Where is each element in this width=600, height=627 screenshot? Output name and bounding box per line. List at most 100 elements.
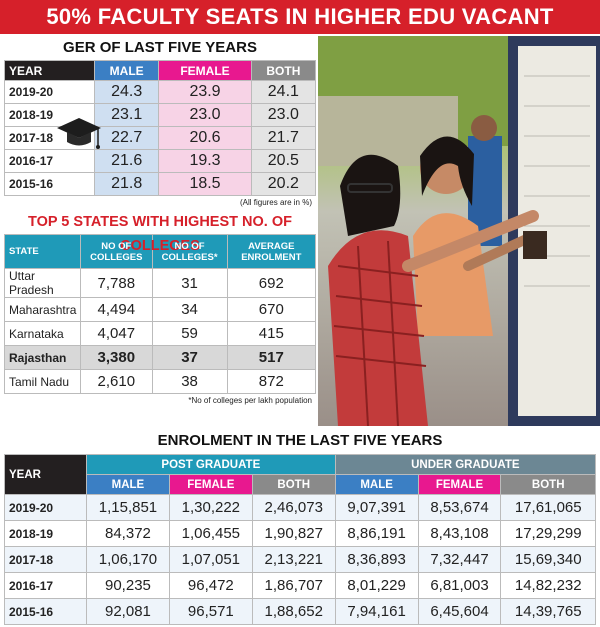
ger-male: 23.1 (94, 103, 160, 127)
pg-female: 96,571 (168, 598, 253, 625)
state-avg-enrolment: 872 (226, 369, 317, 394)
left-column: GER OF LAST FIVE YEARS YEAR MALE FEMALE … (3, 36, 317, 408)
enrolment-header-ug-both: BOTH (500, 474, 596, 495)
enrolment-year: 2017-18 (4, 546, 87, 573)
state-name: Tamil Nadu (3, 369, 82, 394)
pg-female: 1,07,051 (168, 546, 253, 573)
ger-year: 2019-20 (3, 80, 96, 104)
states-header-row: STATE NO OF COLLEGES NO OF COLLEGES* AVE… (3, 234, 317, 269)
ger-title: GER OF LAST FIVE YEARS (63, 39, 257, 56)
pg-male: 84,372 (86, 520, 170, 547)
ger-male: 21.8 (94, 172, 160, 196)
state-colleges-per-lakh: 34 (151, 297, 228, 322)
ug-both: 14,82,232 (500, 572, 596, 599)
pg-both: 2,13,221 (251, 546, 336, 573)
state-colleges: 2,610 (80, 369, 153, 394)
pg-male: 92,081 (86, 598, 170, 625)
table-row: 2019-20 1,15,851 1,30,222 2,46,073 9,07,… (4, 494, 596, 521)
pg-female: 1,06,455 (168, 520, 253, 547)
ug-both: 17,61,065 (500, 494, 596, 521)
state-name: Maharashtra (3, 297, 82, 322)
enrolment-header-row-2: MALE FEMALE BOTH MALE FEMALE BOTH (5, 474, 596, 495)
enrolment-year: 2019-20 (4, 494, 87, 521)
enrolment-header-ug-female: FEMALE (417, 474, 502, 495)
ger-table: YEAR MALE FEMALE BOTH 2019-20 24.3 23.9 … (3, 60, 317, 196)
pg-both: 1,88,652 (251, 598, 336, 625)
state-name: Karnataka (3, 321, 82, 346)
table-row: Maharashtra 4,494 34 670 (3, 297, 317, 322)
students-photo-illustration (318, 36, 600, 426)
ug-female: 8,53,674 (417, 494, 502, 521)
states-header-avg-enrolment: AVERAGE ENROLMENT (226, 234, 317, 269)
state-avg-enrolment: 692 (226, 268, 317, 298)
ger-header-female: FEMALE (158, 60, 252, 81)
ger-note: (All figures are in %) (239, 198, 312, 207)
state-colleges-per-lakh: 31 (151, 268, 228, 298)
ger-header-year: YEAR (3, 60, 96, 81)
ug-female: 8,43,108 (417, 520, 502, 547)
pg-male: 1,15,851 (86, 494, 170, 521)
enrolment-year: 2016-17 (4, 572, 87, 599)
ug-male: 8,01,229 (334, 572, 419, 599)
states-header-state: STATE (3, 234, 82, 269)
table-row: 2018-19 23.1 23.0 23.0 (3, 103, 317, 127)
table-row: Tamil Nadu 2,610 38 872 (3, 369, 317, 394)
enrolment-title: ENROLMENT IN THE LAST FIVE YEARS (157, 432, 443, 449)
state-avg-enrolment: 517 (226, 345, 317, 370)
ger-both: 20.2 (250, 172, 317, 196)
states-title: TOP 5 STATES WITH HIGHEST NO. OF COLLEGE… (28, 214, 292, 254)
enrolment-header-year: YEAR (4, 454, 87, 495)
ger-female: 19.3 (158, 149, 252, 173)
ug-both: 17,29,299 (500, 520, 596, 547)
ug-male: 8,86,191 (334, 520, 419, 547)
state-name: Rajasthan (3, 345, 82, 370)
state-avg-enrolment: 415 (226, 321, 317, 346)
table-row: 2016-17 90,235 96,472 1,86,707 8,01,229 … (4, 572, 596, 599)
state-colleges-per-lakh: 59 (151, 321, 228, 346)
ger-both: 23.0 (250, 103, 317, 127)
ger-female: 20.6 (158, 126, 252, 150)
state-colleges: 3,380 (80, 345, 153, 370)
pg-female: 1,30,222 (168, 494, 253, 521)
enrolment-header-pg-male: MALE (86, 474, 170, 495)
pg-male: 1,06,170 (86, 546, 170, 573)
enrolment-header-pg-both: BOTH (251, 474, 336, 495)
table-row: 2017-18 22.7 20.6 21.7 (3, 126, 317, 150)
ger-male: 21.6 (94, 149, 160, 173)
states-note: *No of colleges per lakh population (188, 396, 312, 405)
ger-female: 23.0 (158, 103, 252, 127)
state-colleges: 4,047 (80, 321, 153, 346)
enrolment-header-pg: POST GRADUATE (86, 454, 336, 475)
enrolment-table: YEAR POST GRADUATE UNDER GRADUATE MALE F… (4, 454, 597, 625)
enrolment-header-row-1: YEAR POST GRADUATE UNDER GRADUATE (4, 454, 597, 495)
states-header-colleges-per-lakh: NO OF COLLEGES* (151, 234, 228, 269)
state-avg-enrolment: 670 (226, 297, 317, 322)
graduation-cap-icon (57, 118, 101, 149)
enrolment-year: 2015-16 (4, 598, 87, 625)
state-colleges: 4,494 (80, 297, 153, 322)
pg-male: 90,235 (86, 572, 170, 599)
ug-both: 14,39,765 (500, 598, 596, 625)
ger-year: 2015-16 (3, 172, 96, 196)
enrolment-header-pg-female: FEMALE (168, 474, 253, 495)
state-colleges-per-lakh: 37 (151, 345, 228, 370)
state-name: Uttar Pradesh (3, 268, 82, 298)
ug-female: 7,32,447 (417, 546, 502, 573)
table-row: 2019-20 24.3 23.9 24.1 (3, 80, 317, 104)
students-photo (318, 36, 600, 426)
ger-male: 22.7 (94, 126, 160, 150)
table-row: 2015-16 92,081 96,571 1,88,652 7,94,161 … (4, 598, 596, 625)
ger-header-both: BOTH (250, 60, 317, 81)
ger-male: 24.3 (94, 80, 160, 104)
pg-both: 1,86,707 (251, 572, 336, 599)
enrolment-header-ug-male: MALE (334, 474, 419, 495)
ger-header-male: MALE (94, 60, 160, 81)
table-row: 2015-16 21.8 18.5 20.2 (3, 172, 317, 196)
ug-female: 6,81,003 (417, 572, 502, 599)
state-colleges: 7,788 (80, 268, 153, 298)
ger-female: 23.9 (158, 80, 252, 104)
ger-both: 24.1 (250, 80, 317, 104)
states-header-colleges: NO OF COLLEGES (80, 234, 153, 269)
ug-male: 8,36,893 (334, 546, 419, 573)
headline-banner: 50% FACULTY SEATS IN HIGHER EDU VACANT (0, 0, 600, 34)
